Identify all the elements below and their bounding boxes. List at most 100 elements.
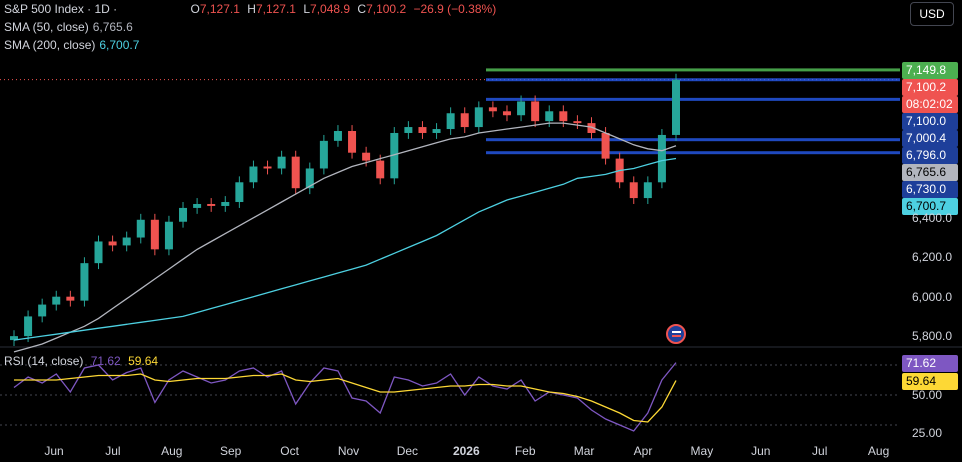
candle-body <box>319 140 328 169</box>
currency-button[interactable]: USD <box>910 2 954 26</box>
sma50-line <box>13 122 677 353</box>
candle-body <box>418 127 427 133</box>
candle-body <box>291 156 300 189</box>
candle-body <box>460 113 469 128</box>
ohlc-open: 7,127.1 <box>199 2 240 16</box>
candle-body <box>235 182 244 203</box>
ohlc-close: 7,100.2 <box>366 2 407 16</box>
ohlc-change: −26.9 (−0.38%) <box>413 2 497 16</box>
candle-body <box>38 304 47 317</box>
time-axis-label: Aug <box>161 444 183 458</box>
candle-body <box>263 166 272 169</box>
candle-body <box>657 134 666 183</box>
candle-body <box>488 107 497 112</box>
candle-body <box>474 107 483 128</box>
candle-body <box>136 219 145 238</box>
candle-body <box>672 79 680 135</box>
time-axis-label: May <box>690 444 714 458</box>
candle-body <box>587 123 596 133</box>
time-axis-label: Feb <box>514 444 536 458</box>
price-tag: 7,100.2 <box>902 78 958 96</box>
price-tag: 6,730.0 <box>902 180 958 198</box>
price-axis-label: 6,200.0 <box>912 250 953 265</box>
time-axis-label: Jun <box>44 444 64 458</box>
rsi-axis-label: 50.00 <box>912 388 943 402</box>
price-tag: 7,149.8 <box>902 61 958 79</box>
candle-body <box>277 156 286 169</box>
ohlc-close-key: C <box>357 2 367 16</box>
ohlc-high-key: H <box>247 2 256 16</box>
candle-body <box>573 121 582 124</box>
rsi-label: RSI (14, close) <box>4 354 84 368</box>
candle-body <box>559 111 568 122</box>
ohlc-low-key: L <box>303 2 311 16</box>
candle-body <box>164 221 173 250</box>
ohlc-values: O7,127.1 H7,127.1 L7,048.9 C7,100.2 −26.… <box>191 2 501 16</box>
time-axis-label: Jul <box>105 444 121 458</box>
candle-body <box>502 111 511 116</box>
candle-body <box>629 182 638 199</box>
candle-body <box>221 202 230 206</box>
us-flag-icon[interactable] <box>666 324 686 344</box>
candle-body <box>24 316 33 337</box>
rsi-legend[interactable]: RSI (14, close) 71.62 59.64 <box>4 354 158 368</box>
price-level-line <box>486 138 900 142</box>
price-tag: 7,000.4 <box>902 129 958 147</box>
candle-body <box>432 129 441 133</box>
candle-body <box>517 101 526 116</box>
candle-body <box>404 127 413 133</box>
candle-body <box>10 336 18 341</box>
rsi-ma-value: 59.64 <box>128 354 159 368</box>
time-axis-label: Nov <box>337 444 360 458</box>
candle-body <box>179 207 188 222</box>
sma200-legend[interactable]: SMA (200, close) 6,700.7 <box>4 38 139 52</box>
time-axis-label: Sep <box>220 444 242 458</box>
candle-body <box>207 203 216 206</box>
candle-body <box>249 166 258 183</box>
time-axis-label: Oct <box>280 444 299 458</box>
candle-body <box>376 160 385 179</box>
time-axis-label: Jul <box>812 444 828 458</box>
candle-body <box>348 131 357 153</box>
price-tag: 6,796.0 <box>902 146 958 164</box>
candle-body <box>150 219 159 250</box>
sma50-legend[interactable]: SMA (50, close) 6,765.6 <box>4 20 133 34</box>
candle-body <box>122 237 131 246</box>
candle-body <box>94 241 103 264</box>
price-level-line <box>486 78 900 82</box>
time-axis-label: Dec <box>396 444 419 458</box>
candle-body <box>643 182 652 199</box>
price-axis-label: 5,800.0 <box>912 329 953 344</box>
price-tag: 6,700.7 <box>902 197 958 215</box>
candle-body <box>66 296 75 301</box>
sma200-label: SMA (200, close) <box>4 38 96 52</box>
price-tag: 08:02:02 <box>902 95 958 113</box>
rsi-axis-label: 25.00 <box>912 425 943 440</box>
candle-body <box>333 131 342 141</box>
candle-body <box>362 152 371 161</box>
rsi-value: 71.62 <box>90 354 121 368</box>
candle-body <box>545 111 554 122</box>
time-axis-label: Mar <box>573 444 595 458</box>
price-level-line <box>486 97 900 101</box>
candle-body <box>80 263 89 301</box>
time-axis-label: Aug <box>867 444 890 458</box>
candle-body <box>390 132 399 179</box>
candle-body <box>52 296 61 305</box>
price-tag: 6,765.6 <box>902 163 958 181</box>
time-axis-label: Apr <box>633 444 653 458</box>
candle-body <box>446 113 455 130</box>
price-axis-label: 6,400.0 <box>912 210 953 225</box>
sma200-line <box>13 157 677 341</box>
ohlc-high: 7,127.1 <box>255 2 296 16</box>
candle-body <box>193 203 202 208</box>
sma50-label: SMA (50, close) <box>4 20 89 34</box>
rsi-tag: 71.62 <box>902 354 958 372</box>
sma200-value: 6,700.7 <box>99 38 140 52</box>
price-axis-label: 6,000.0 <box>912 289 953 304</box>
ohlc-open-key: O <box>190 2 200 16</box>
ohlc-low: 7,048.9 <box>310 2 351 16</box>
sma50-value: 6,765.6 <box>92 20 133 34</box>
symbol-label[interactable]: S&P 500 Index · 1D · <box>4 2 118 16</box>
